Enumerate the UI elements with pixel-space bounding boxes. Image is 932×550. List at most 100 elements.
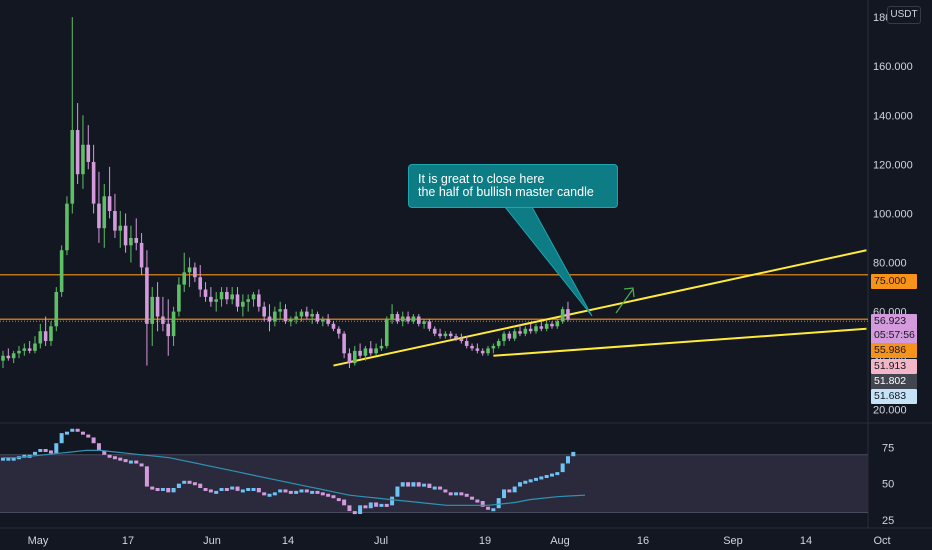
- rsi-bar: [240, 489, 245, 493]
- x-axis[interactable]: May 17 Jun 14 Jul 19 Aug 16 Sep 14 Oct: [28, 535, 891, 547]
- candle-body: [352, 350, 357, 364]
- rsi-bar: [352, 511, 357, 515]
- candle-body: [406, 316, 410, 322]
- candle-body: [289, 318, 293, 322]
- candle-body: [70, 130, 75, 204]
- rsi-bar: [304, 489, 309, 493]
- rsi-bar: [182, 480, 187, 484]
- candle-body: [187, 267, 192, 273]
- candle-body: [550, 323, 554, 327]
- rsi-bar: [251, 488, 256, 491]
- candle-body: [560, 309, 565, 322]
- rsi-bar: [336, 498, 341, 502]
- rsi-bar: [208, 489, 213, 493]
- candle-body: [177, 284, 181, 312]
- candle-body: [358, 350, 362, 356]
- rsi-bar: [512, 486, 517, 493]
- candle-body: [219, 291, 224, 300]
- rsi-bar: [331, 495, 336, 499]
- candle-body: [566, 309, 570, 319]
- rsi-bar: [507, 489, 512, 493]
- candle-body: [368, 348, 373, 354]
- candle-body: [65, 203, 69, 251]
- last-price-tag: 56.923 05:57:56: [871, 314, 917, 344]
- candle-body: [59, 250, 64, 292]
- candle-body: [235, 294, 240, 307]
- rsi-bar: [150, 486, 155, 490]
- candle-body: [299, 311, 304, 317]
- rsi-bar: [438, 486, 443, 490]
- time-tick-label: Sep: [723, 535, 743, 547]
- candle-body: [203, 289, 208, 297]
- candle-body: [534, 326, 538, 332]
- trendline-1: [493, 327, 867, 357]
- rsi-bar: [464, 493, 469, 497]
- rsi-bar: [59, 433, 64, 444]
- rsi-bar: [272, 492, 277, 496]
- resistance-price-tag: 75.000: [871, 274, 917, 289]
- candle-body: [166, 323, 171, 337]
- rsi-bar: [32, 451, 37, 455]
- rsi-bar: [384, 503, 389, 507]
- level-tag-gray: 51.802: [871, 374, 917, 389]
- time-tick-label: 14: [282, 535, 294, 547]
- candle-body: [54, 291, 59, 327]
- candle-body: [150, 296, 155, 324]
- candle-body: [518, 331, 522, 334]
- rsi-bar: [315, 490, 320, 494]
- candle-body: [411, 316, 416, 322]
- candle-body: [251, 294, 256, 300]
- rsi-bar: [176, 483, 181, 488]
- rsi-bar: [128, 460, 133, 464]
- candle-body: [107, 196, 112, 211]
- candle-body: [139, 242, 144, 268]
- rsi-bar: [139, 463, 144, 467]
- candle-body: [315, 314, 320, 322]
- rsi-bar: [80, 431, 85, 435]
- candle-body: [470, 345, 474, 349]
- candle-body: [86, 144, 91, 162]
- candle-body: [17, 350, 21, 354]
- annotation-callout[interactable]: It is great to close here the half of bu…: [408, 164, 618, 208]
- price-tick-label: 160.000: [873, 61, 913, 73]
- rsi-bar: [22, 454, 27, 458]
- rsi-bar: [267, 493, 272, 497]
- time-tick-label: Oct: [873, 535, 890, 547]
- rsi-bar: [480, 501, 485, 507]
- rsi-bar: [528, 479, 533, 483]
- candle-body: [502, 333, 506, 342]
- rsi-bar: [368, 502, 373, 509]
- rsi-histogram: [1, 428, 586, 515]
- candle-body: [198, 277, 203, 290]
- candle-body: [294, 316, 298, 319]
- rsi-bar: [123, 459, 128, 463]
- price-tick-label: 80.000: [873, 258, 907, 270]
- candle-body: [512, 331, 517, 339]
- rsi-bar: [64, 431, 69, 435]
- candle-body: [326, 318, 330, 324]
- price-tick-label: 120.000: [873, 159, 913, 171]
- rsi-bar: [395, 486, 400, 497]
- price-tick-label: 100.000: [873, 208, 913, 220]
- rsi-bar: [256, 488, 261, 493]
- currency-label[interactable]: USDT: [887, 6, 921, 24]
- rsi-bar: [347, 505, 352, 512]
- rsi-bar: [48, 450, 53, 454]
- rsi-bar: [96, 443, 101, 451]
- rsi-bar: [555, 472, 560, 476]
- rsi-bar: [75, 428, 80, 432]
- candle-body: [305, 311, 309, 317]
- price-tick-label: 20.000: [873, 405, 907, 417]
- candle-body: [443, 333, 448, 337]
- rsi-bar: [459, 492, 464, 496]
- rsi-bar: [544, 475, 549, 478]
- candle-body: [155, 296, 160, 317]
- candle-body: [384, 318, 389, 346]
- candle-body: [523, 328, 528, 334]
- candle-body: [395, 314, 400, 322]
- rsi-bar: [38, 449, 43, 452]
- rsi-bar: [534, 477, 538, 481]
- candle-body: [171, 311, 176, 337]
- rsi-bar: [86, 434, 91, 438]
